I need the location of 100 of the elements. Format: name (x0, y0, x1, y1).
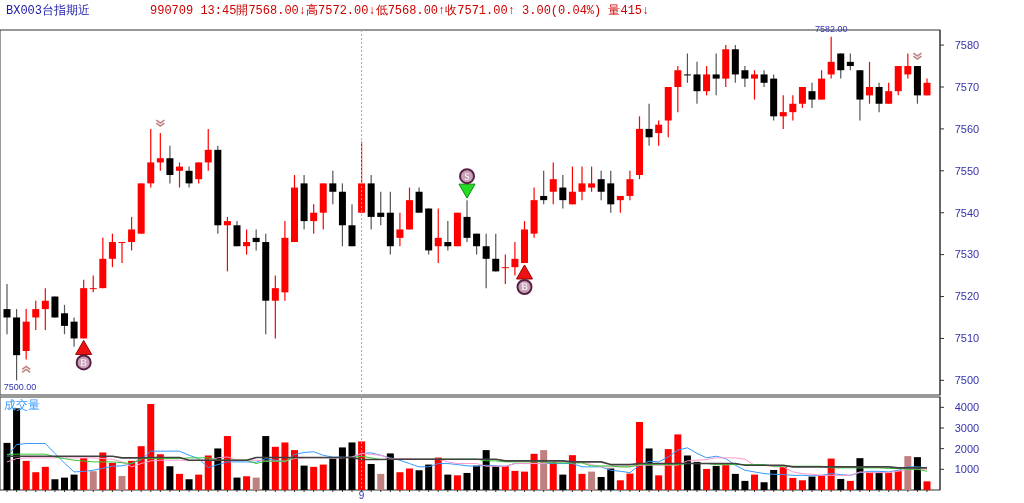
bar (262, 436, 270, 490)
bar (866, 472, 873, 490)
bar (319, 464, 327, 490)
bar (559, 474, 567, 490)
annotation: 7500.00 (3, 382, 37, 393)
candlestick (875, 82, 883, 113)
bar (885, 472, 893, 490)
bar (61, 477, 68, 490)
candlestick (827, 36, 835, 80)
candlestick (166, 145, 174, 184)
candlestick (434, 207, 442, 264)
candlestick (348, 203, 356, 247)
bar (837, 478, 845, 490)
candlestick (176, 161, 183, 189)
candlestick (32, 300, 40, 331)
bar (156, 454, 164, 490)
candlestick (866, 61, 873, 105)
annotation: S (464, 170, 470, 182)
bar (568, 455, 576, 490)
annotation: B (521, 281, 529, 293)
bar (89, 471, 97, 490)
y-tick-label: 2000 (954, 442, 980, 455)
bar (223, 436, 231, 490)
bar (70, 474, 78, 490)
bar (396, 472, 404, 490)
y-tick-label: 7570 (954, 80, 980, 93)
bar (751, 474, 758, 490)
y-tick-label: 7540 (954, 206, 980, 219)
bar (185, 479, 193, 490)
candlestick (415, 186, 423, 214)
bar (338, 447, 346, 490)
candlestick (243, 228, 251, 256)
candlestick (837, 52, 845, 80)
bar (549, 461, 557, 490)
candlestick (492, 233, 500, 272)
bar (32, 472, 40, 490)
bar (3, 442, 11, 490)
bar (108, 462, 116, 490)
candlestick (147, 128, 155, 189)
annotation: 7582.00 (814, 23, 848, 34)
bar (147, 404, 155, 490)
bar (789, 477, 797, 490)
candlestick (501, 254, 509, 285)
candlestick (377, 191, 385, 226)
candlestick (693, 61, 701, 105)
candlestick (185, 166, 193, 189)
candlestick (568, 166, 576, 205)
candlestick (789, 94, 797, 122)
bar (444, 474, 452, 490)
bar (463, 472, 471, 490)
candlestick (818, 69, 826, 101)
candlestick (233, 220, 241, 247)
candlestick (3, 283, 11, 335)
candlestick (549, 161, 557, 205)
bar (674, 434, 682, 490)
candlestick (645, 103, 653, 147)
bar (722, 465, 730, 490)
candlestick (808, 82, 816, 109)
bar (271, 446, 279, 490)
bar (406, 468, 413, 490)
bar (703, 468, 711, 490)
bar (770, 469, 778, 490)
bar (453, 475, 461, 490)
bar (386, 453, 394, 490)
chart-title: BX003台指期近 (6, 4, 91, 18)
candlestick (223, 216, 231, 272)
bar (760, 482, 768, 490)
chart-subtitle: 990709 13:45開7568.00↓高7572.00↓低7568.00↑收7571.00↑ 3.00(0.04%) 量415↓ (150, 3, 650, 18)
bar (329, 458, 337, 490)
candlestick (195, 161, 203, 184)
y-tick-label: 7500 (954, 374, 980, 387)
candlestick (252, 228, 260, 252)
bar (415, 470, 423, 490)
bar (473, 465, 481, 490)
bar (511, 470, 519, 490)
annotation: B (80, 356, 88, 368)
bar (597, 476, 605, 490)
candlestick (329, 170, 337, 205)
bar (683, 455, 691, 490)
candlestick (655, 119, 663, 147)
bar (693, 461, 701, 490)
bar (818, 475, 826, 490)
candlestick (674, 65, 682, 113)
candlestick (751, 69, 758, 101)
candlestick (540, 170, 548, 205)
bar (300, 465, 308, 490)
candlestick (597, 170, 605, 201)
chart-title: 成交量 (4, 398, 40, 412)
y-tick-label: 7560 (954, 122, 980, 135)
candlestick (703, 65, 711, 96)
candlestick (588, 166, 596, 193)
candlestick (885, 82, 893, 105)
bar (741, 480, 749, 490)
bar (808, 476, 816, 490)
candlestick (70, 316, 78, 348)
candlestick (904, 52, 912, 80)
bar (779, 466, 787, 490)
bar (894, 470, 902, 490)
bar (176, 473, 183, 490)
bar (636, 422, 643, 490)
